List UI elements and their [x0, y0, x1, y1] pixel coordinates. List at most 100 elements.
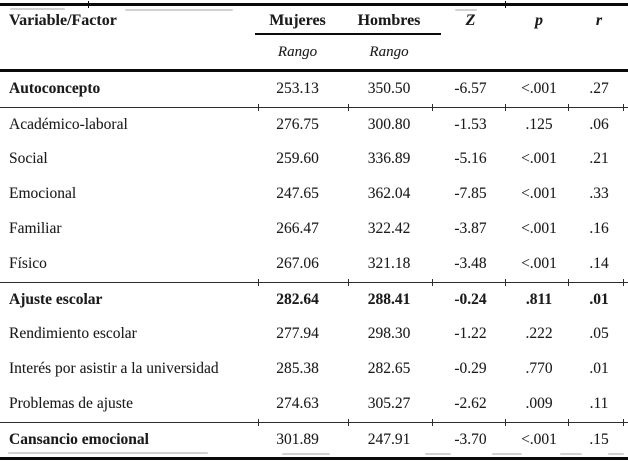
table-row: Social 259.60 336.89 -5.16 <.001 .21: [0, 142, 628, 177]
cell-mujeres-rango: 259.60: [276, 150, 319, 168]
cell-r: .27: [589, 80, 609, 98]
cell-p: .125: [525, 115, 553, 133]
cell-mujeres-rango: 253.13: [276, 80, 319, 98]
cell-z: -3.87: [454, 220, 487, 238]
cell-r: .15: [589, 430, 609, 448]
cell-p: <.001: [521, 255, 557, 273]
scan-artifact: [455, 9, 477, 11]
cell-p: <.001: [521, 80, 557, 98]
row-label: Familiar: [9, 220, 62, 238]
scan-artifact: [8, 452, 208, 454]
cell-hombres-rango: 300.80: [367, 115, 411, 133]
cell-hombres-rango: 336.89: [367, 150, 411, 168]
cell-z: -1.22: [454, 325, 487, 343]
cell-p: <.001: [521, 185, 557, 203]
cell-mujeres-rango: 277.94: [276, 325, 319, 343]
cell-z: -5.16: [454, 150, 487, 168]
cell-hombres-rango: 298.30: [367, 325, 411, 343]
subheader-rango-mujeres: Rango: [277, 43, 318, 60]
cell-hombres-rango: 247.91: [367, 430, 411, 448]
row-label: Físico: [9, 255, 47, 273]
cell-r: .01: [589, 290, 609, 308]
table-row: Físico 267.06 321.18 -3.48 <.001 .14: [0, 247, 628, 282]
cell-z: -1.53: [454, 115, 487, 133]
cell-mujeres-rango: 282.64: [276, 290, 319, 308]
row-label: Social: [9, 150, 48, 168]
row-label: Rendimiento escolar: [9, 325, 137, 343]
scan-artifact: [425, 453, 451, 455]
table-subheader-row: Rango Rango: [0, 36, 628, 69]
column-header-z: Z: [465, 11, 476, 29]
table-row: Académico-laboral 276.75 300.80 -1.53 .1…: [0, 104, 628, 142]
cell-p: <.001: [521, 430, 557, 448]
scan-artifact: [492, 453, 522, 455]
scan-artifact: [10, 8, 65, 10]
table-row: Problemas de ajuste 274.63 305.27 -2.62 …: [0, 387, 628, 422]
cell-hombres-rango: 305.27: [367, 395, 411, 413]
cell-z: -3.70: [454, 430, 487, 448]
cell-z: -7.85: [454, 185, 487, 203]
cell-r: .14: [589, 255, 609, 273]
top-rule: [0, 1, 628, 8]
gender-group-underline: [255, 33, 441, 35]
column-header-p: p: [535, 11, 543, 29]
cell-r: .21: [589, 150, 609, 168]
cell-r: .33: [589, 185, 609, 203]
cell-mujeres-rango: 276.75: [276, 115, 319, 133]
cell-hombres-rango: 288.41: [367, 290, 411, 308]
table-row: Familiar 266.47 322.42 -3.87 <.001 .16: [0, 212, 628, 247]
cell-hombres-rango: 362.04: [367, 185, 411, 203]
cell-z: -3.48: [454, 255, 487, 273]
row-label: Emocional: [9, 185, 77, 203]
row-label: Autoconcepto: [9, 80, 101, 98]
scan-artifact: [282, 453, 330, 455]
cell-r: .05: [589, 325, 609, 343]
cell-hombres-rango: 350.50: [367, 80, 411, 98]
subheader-rango-hombres: Rango: [369, 43, 409, 60]
cell-mujeres-rango: 274.63: [276, 395, 319, 413]
cell-p: .222: [525, 325, 553, 343]
cell-r: .11: [589, 395, 609, 413]
cell-border-tick: [88, 1, 89, 8]
cell-hombres-rango: 321.18: [367, 255, 411, 273]
cell-mujeres-rango: 247.65: [276, 185, 319, 203]
scan-artifact: [560, 453, 582, 455]
column-header-r: r: [595, 11, 603, 29]
bottom-rule: [0, 457, 628, 460]
cell-hombres-rango: 282.65: [367, 360, 411, 378]
cell-p: .811: [525, 290, 553, 308]
column-header-mujeres: Mujeres: [269, 11, 326, 29]
cell-p: <.001: [521, 220, 557, 238]
row-label: Cansancio emocional: [9, 430, 149, 448]
cell-r: .06: [589, 115, 609, 133]
cell-r: .01: [589, 360, 609, 378]
cell-z: -0.29: [454, 360, 487, 378]
row-label: Interés por asistir a la universidad: [9, 360, 219, 378]
table-row: Cansancio emocional 301.89 247.91 -3.70 …: [0, 419, 628, 457]
cell-r: .16: [589, 220, 609, 238]
column-header-hombres: Hombres: [357, 11, 421, 29]
row-label: Académico-laboral: [9, 115, 128, 133]
table-row: Emocional 247.65 362.04 -7.85 <.001 .33: [0, 177, 628, 212]
cell-p: .009: [525, 395, 553, 413]
table-row: Ajuste escolar 282.64 288.41 -0.24 .811 …: [0, 279, 628, 317]
cell-mujeres-rango: 267.06: [276, 255, 319, 273]
cell-mujeres-rango: 285.38: [276, 360, 319, 378]
table-header-row: Variable/Factor Mujeres Hombres Z p r: [0, 6, 628, 36]
cell-p: .770: [525, 360, 553, 378]
table-row: Interés por asistir a la universidad 285…: [0, 352, 628, 387]
header-body-rule: [0, 69, 628, 72]
cell-p: <.001: [521, 150, 557, 168]
cell-mujeres-rango: 266.47: [276, 220, 319, 238]
table-row: Autoconcepto 253.13 350.50 -6.57 <.001 .…: [0, 72, 628, 107]
column-header-variable: Variable/Factor: [9, 11, 117, 29]
cell-z: -6.57: [454, 80, 487, 98]
cell-hombres-rango: 322.42: [367, 220, 411, 238]
cell-z: -2.62: [454, 395, 487, 413]
row-label: Problemas de ajuste: [9, 395, 133, 413]
cell-mujeres-rango: 301.89: [276, 430, 319, 448]
table-body: Autoconcepto 253.13 350.50 -6.57 <.001 .…: [0, 72, 628, 457]
cell-border-tick: [505, 1, 506, 8]
cell-z: -0.24: [454, 290, 487, 308]
